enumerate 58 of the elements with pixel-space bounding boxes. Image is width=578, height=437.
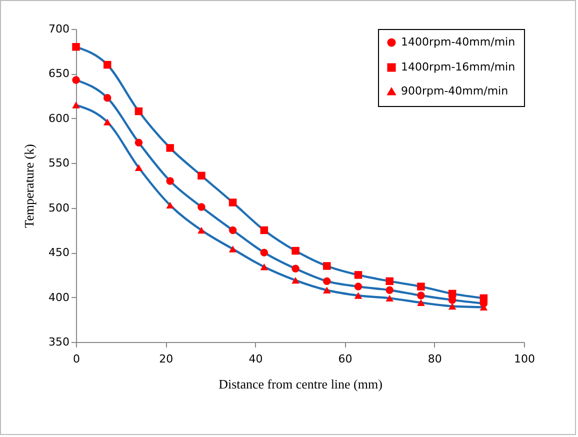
point [386,286,394,294]
y-tick-label: 550 [48,156,70,170]
point [103,60,112,69]
point [448,302,456,310]
point [134,138,143,146]
x-axis-title: Distance from centre line (mm) [218,376,382,392]
point [354,271,362,279]
legend-label: 1400rpm-16mm/min [401,60,516,74]
y-axis-title: Temperature (k) [22,144,37,228]
point [72,76,80,84]
x-tick-label: 40 [248,352,263,366]
point [198,172,206,180]
x-tick-label: 60 [338,352,352,366]
point [480,294,488,302]
point [228,246,237,252]
y-tick-label: 350 [48,336,70,348]
y-tick-label: 450 [48,246,70,260]
x-tick-label: 20 [159,352,174,366]
legend-label: 900rpm-40mm/min [401,84,508,98]
y-tick-label: 500 [48,201,70,214]
x-tick-label: 80 [428,352,442,366]
x-tick-label: 100 [514,352,535,366]
point [228,198,237,206]
point [72,102,80,108]
point [323,286,331,294]
point [134,107,143,116]
point [417,299,425,306]
point [72,43,80,51]
point [323,277,331,286]
y-tick-label: 650 [48,67,70,80]
point [292,276,300,284]
point [260,226,268,234]
legend-label: 1400rpm-40mm/min [401,36,516,48]
point [198,226,206,234]
point [292,246,300,255]
point [386,277,394,286]
point [260,248,268,256]
point [103,118,112,126]
point [354,282,362,290]
point [166,144,174,152]
point [134,164,143,171]
point [228,226,237,234]
point [417,282,425,290]
point [198,203,206,211]
y-tick-label: 400 [48,290,70,304]
point [166,202,174,209]
point [417,292,425,300]
y-tick-label: 700 [48,22,70,36]
point [260,264,268,270]
point [103,94,112,102]
point [323,262,331,270]
x-tick-label: 0 [73,352,80,366]
point [386,294,394,302]
point [166,177,174,185]
point [354,292,362,299]
point [448,290,456,298]
y-tick-label: 600 [48,112,70,125]
point [292,264,300,273]
